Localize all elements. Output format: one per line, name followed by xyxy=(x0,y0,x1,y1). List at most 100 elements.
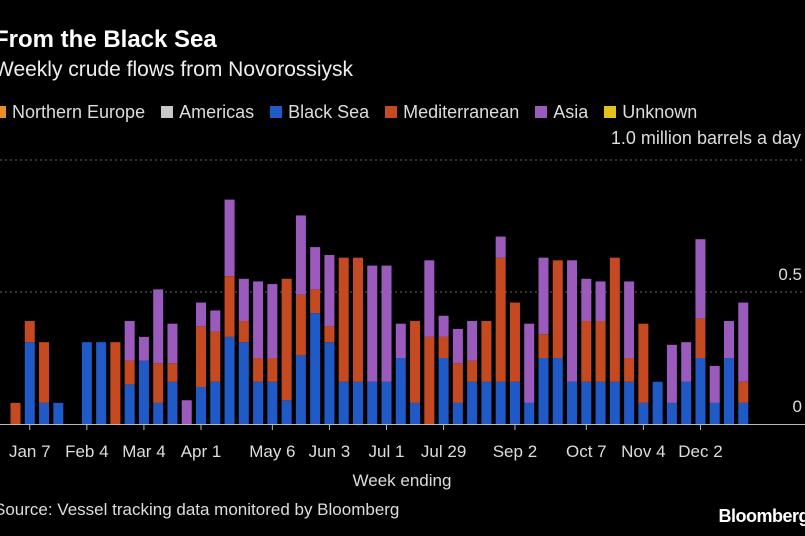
bar-asia-22 xyxy=(324,255,335,327)
bar-black-sea-36 xyxy=(524,402,535,424)
bar-black-sea-49 xyxy=(709,402,720,424)
legend-item-americas: Americas xyxy=(161,102,254,123)
bar-mediterranean-43 xyxy=(624,358,635,382)
bar-black-sea-46 xyxy=(666,402,677,424)
legend-item-unknown: Unknown xyxy=(604,102,697,123)
bar-asia-27 xyxy=(395,323,406,358)
bar-black-sea-2 xyxy=(39,402,50,424)
legend-swatch-asia xyxy=(535,106,548,118)
bar-mediterranean-17 xyxy=(253,358,264,382)
bar-mediterranean-41 xyxy=(595,321,606,382)
legend-label-northern-europe: Northern Europe xyxy=(12,101,146,122)
x-tick-label-7: Jul 29 xyxy=(421,442,466,461)
legend-item-black-sea: Black Sea xyxy=(270,102,369,123)
bar-black-sea-40 xyxy=(581,381,592,424)
bar-black-sea-34 xyxy=(495,381,506,424)
bar-black-sea-17 xyxy=(253,381,264,424)
bar-black-sea-38 xyxy=(552,358,563,424)
bar-mediterranean-13 xyxy=(196,326,207,388)
bar-asia-49 xyxy=(709,365,720,403)
bloomberg-logo: Bloomberg xyxy=(718,506,805,526)
bar-asia-26 xyxy=(381,265,392,382)
legend-swatch-black-sea xyxy=(270,106,283,118)
bar-asia-32 xyxy=(467,321,478,361)
bar-black-sea-14 xyxy=(210,381,221,424)
bar-black-sea-9 xyxy=(138,360,149,424)
bar-mediterranean-18 xyxy=(267,358,278,382)
bar-asia-13 xyxy=(196,302,207,327)
bar-mediterranean-28 xyxy=(410,321,421,403)
bar-black-sea-13 xyxy=(196,387,207,424)
bar-black-sea-19 xyxy=(281,400,292,424)
bar-black-sea-51 xyxy=(738,402,749,424)
bar-black-sea-37 xyxy=(538,358,549,424)
bar-black-sea-48 xyxy=(695,358,706,424)
bar-asia-21 xyxy=(310,247,321,290)
bar-mediterranean-32 xyxy=(467,360,478,382)
bar-mediterranean-19 xyxy=(281,278,292,401)
x-tick-label-2: Mar 4 xyxy=(122,442,165,461)
bar-black-sea-43 xyxy=(624,381,635,424)
bar-asia-48 xyxy=(695,239,706,319)
bar-mediterranean-0 xyxy=(10,402,21,424)
bar-mediterranean-29 xyxy=(424,336,435,424)
unit-label: 1.0 million barrels a day xyxy=(610,128,801,148)
bar-mediterranean-8 xyxy=(124,360,135,385)
source-note: Source: Vessel tracking data monitored b… xyxy=(0,500,400,519)
bar-black-sea-25 xyxy=(367,381,378,424)
bar-black-sea-16 xyxy=(238,342,249,424)
bar-asia-31 xyxy=(452,328,463,364)
bar-asia-29 xyxy=(424,260,435,337)
bar-black-sea-41 xyxy=(595,381,606,424)
y-tick-label-0: 0 xyxy=(793,397,802,416)
bar-mediterranean-30 xyxy=(438,336,449,358)
bar-mediterranean-24 xyxy=(352,257,363,382)
bar-black-sea-42 xyxy=(609,381,620,424)
bar-black-sea-30 xyxy=(438,358,449,424)
bar-asia-8 xyxy=(124,321,135,361)
x-tick-label-3: Apr 1 xyxy=(181,442,222,461)
x-tick-label-1: Feb 4 xyxy=(65,442,108,461)
legend-swatch-mediterranean xyxy=(385,106,398,118)
bar-black-sea-21 xyxy=(310,313,321,424)
bar-mediterranean-42 xyxy=(609,257,620,382)
bar-asia-25 xyxy=(367,265,378,382)
bar-mediterranean-2 xyxy=(39,342,50,403)
bar-mediterranean-7 xyxy=(110,342,121,424)
bar-black-sea-22 xyxy=(324,342,335,424)
bar-black-sea-45 xyxy=(652,381,663,424)
bar-asia-46 xyxy=(666,344,677,403)
bar-mediterranean-31 xyxy=(452,363,463,403)
bar-black-sea-26 xyxy=(381,381,392,424)
bar-black-sea-47 xyxy=(681,381,692,424)
x-axis-title: Week ending xyxy=(353,471,452,490)
legend-item-northern-europe: Northern Europe xyxy=(0,102,145,123)
bar-black-sea-23 xyxy=(338,381,349,424)
x-tick-label-0: Jan 7 xyxy=(9,442,51,461)
bar-asia-12 xyxy=(181,400,192,424)
bar-mediterranean-44 xyxy=(638,323,649,403)
bar-asia-9 xyxy=(138,336,149,361)
bar-asia-40 xyxy=(581,278,592,322)
bar-black-sea-50 xyxy=(724,358,734,424)
bar-asia-39 xyxy=(567,260,578,382)
bar-mediterranean-10 xyxy=(153,363,164,403)
legend-label-unknown: Unknown xyxy=(622,101,698,122)
bar-black-sea-35 xyxy=(509,381,520,424)
x-tick-label-4: May 6 xyxy=(249,442,295,461)
bar-mediterranean-14 xyxy=(210,331,221,382)
x-tick-label-9: Oct 7 xyxy=(566,442,607,461)
legend-label-mediterranean: Mediterranean xyxy=(403,101,520,122)
bar-mediterranean-35 xyxy=(509,302,520,382)
legend-swatch-unknown xyxy=(604,106,617,118)
bar-black-sea-31 xyxy=(452,402,463,424)
bar-mediterranean-15 xyxy=(224,276,235,337)
x-tick-label-10: Nov 4 xyxy=(621,442,665,461)
x-tick-label-8: Sep 2 xyxy=(493,442,537,461)
bar-black-sea-6 xyxy=(96,342,107,424)
bar-mediterranean-23 xyxy=(338,257,349,382)
bar-black-sea-15 xyxy=(224,336,235,424)
bar-black-sea-39 xyxy=(567,381,578,424)
bar-asia-17 xyxy=(253,281,264,358)
